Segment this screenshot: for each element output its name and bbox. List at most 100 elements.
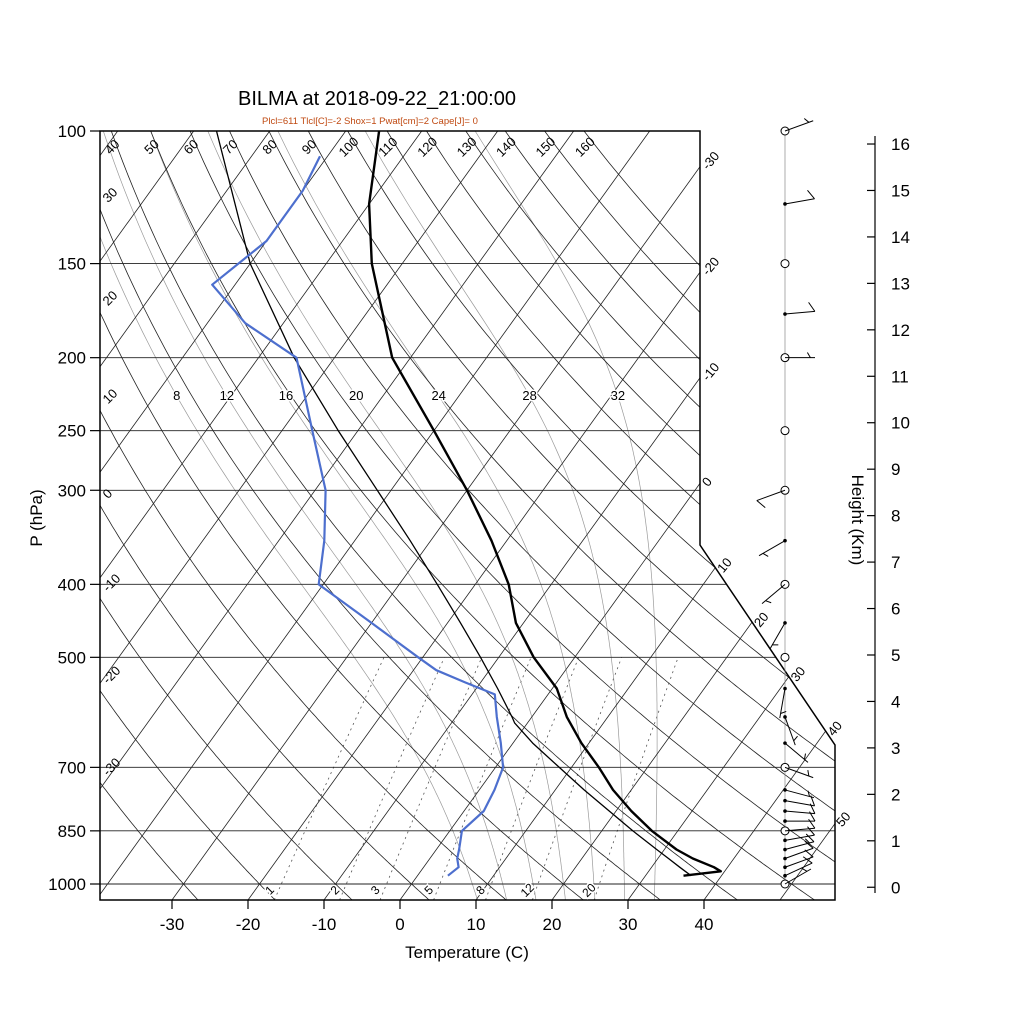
mixing-ratio-line [433, 657, 532, 900]
pressure-axis-label: P (hPa) [27, 489, 46, 546]
isotherm-line [100, 131, 499, 900]
grid-label: -20 [100, 663, 124, 687]
wind-level-dot [783, 312, 787, 316]
grid-label: 30 [788, 664, 809, 685]
grid-label: 60 [181, 136, 202, 157]
wind-barb-half [803, 118, 810, 123]
moist-adiabats [100, 131, 658, 900]
grid-label: 30 [100, 185, 121, 206]
dry-adiabat-line [386, 131, 835, 900]
grid-label: -30 [699, 149, 723, 173]
dry-adiabat-line [465, 131, 835, 900]
grid-label: 500 [58, 648, 86, 667]
isotherm-line [100, 131, 575, 900]
grid-label: 50 [833, 809, 854, 830]
wind-barb-full [804, 840, 814, 849]
wind-barb-full [805, 833, 815, 843]
grid-label: 8 [891, 507, 900, 526]
moist-adiabat-line [207, 131, 566, 900]
wind-barb-staff [784, 800, 815, 807]
isotherm-line [100, 131, 347, 900]
grid-label: 10 [714, 555, 735, 576]
dry-adiabat-line [583, 131, 835, 900]
grid-label: 1 [891, 832, 900, 851]
grid-label: 1 [262, 883, 277, 898]
grid-label: 300 [58, 481, 86, 500]
wind-level-ring [780, 259, 790, 269]
grid-label: 32 [611, 388, 625, 403]
wind-barb-half [765, 600, 772, 604]
grid-label: 20 [751, 609, 772, 630]
parcel-curve [215, 131, 692, 877]
wind-level-ring [780, 426, 790, 436]
isotherm-line [247, 131, 803, 900]
chart-title: BILMA at 2018-09-22_21:00:00 [238, 88, 516, 110]
grid-label: 700 [58, 758, 86, 777]
grid-label: 10 [467, 915, 486, 934]
grid-label: 1000 [48, 875, 86, 894]
isotherm-line [171, 131, 727, 900]
grid-label: 400 [58, 575, 86, 594]
grid-label: 0 [891, 878, 900, 897]
grid-label: 30 [619, 915, 638, 934]
height-axis-label: Height (Km) [848, 475, 867, 566]
grid-label: 7 [891, 553, 900, 572]
wind-barb-staff [784, 198, 815, 205]
mixing-ratio-line [379, 657, 483, 900]
moist-adiabat-line [277, 131, 596, 900]
grid-label: 9 [891, 460, 900, 479]
grid-label: -20 [236, 915, 261, 934]
dry-adiabat-line [100, 131, 276, 900]
wind-barbs [756, 118, 816, 889]
wind-barb-staff [756, 489, 786, 502]
grid-label: 20 [579, 880, 599, 900]
wind-barb-full [802, 856, 813, 864]
wind-barb-half [793, 735, 798, 742]
grid-label: 160 [572, 134, 598, 160]
isotherm-line [100, 131, 271, 900]
wind-barb-staff [784, 742, 809, 763]
temperature-axis-label: Temperature (C) [405, 943, 529, 962]
grid-label: 90 [299, 136, 320, 157]
wind-barb-staff [784, 847, 814, 859]
wind-barb-full [807, 826, 815, 836]
grid-label: -10 [100, 571, 124, 595]
grid-label: 4 [891, 692, 900, 711]
plot-border [99, 130, 836, 901]
chart-params-line: Plcl=611 Tlcl[C]=-2 Shox=1 Pwat[cm]=2 Ca… [262, 116, 478, 127]
grid-label: 100 [58, 122, 86, 141]
grid-label: 40 [695, 915, 714, 934]
grid-label: 10 [100, 386, 121, 407]
wind-barb-half [801, 867, 808, 872]
mixing-ratio-line [339, 657, 445, 900]
dry-adiabat-line [100, 131, 430, 900]
grid-label: 12 [891, 321, 910, 340]
wind-barb-staff [784, 310, 815, 315]
grid-label: 80 [259, 136, 280, 157]
moist-adiabat-line [364, 131, 625, 900]
wind-barb-staff [784, 120, 814, 132]
grid-label: 8 [173, 388, 180, 403]
grid-label: 50 [141, 136, 162, 157]
wind-barb-staff [784, 834, 815, 841]
dry-adiabat-line [504, 131, 835, 900]
grid-label: 850 [58, 822, 86, 841]
grid-label: 5 [891, 646, 900, 665]
grid-label: 28 [522, 388, 536, 403]
wind-barb-full [808, 302, 816, 312]
grid-label: 12 [220, 388, 234, 403]
mixing-ratio-line [532, 657, 623, 900]
moist-adiabat-line [100, 131, 478, 900]
grid-label: -20 [699, 254, 723, 278]
grid-label: -10 [699, 360, 723, 384]
wind-level-ring [780, 652, 790, 662]
grid-label: 40 [824, 718, 845, 739]
mixing-ratio-line [485, 657, 580, 900]
mixing-ratio-lines [273, 657, 679, 900]
dry-adiabat-line [100, 131, 199, 900]
wind-barb-staff [784, 868, 812, 885]
grid-label: 2 [891, 785, 900, 804]
dry-adiabat-line [189, 131, 835, 900]
isotherm-line [551, 131, 835, 900]
wind-barb-staff [779, 688, 786, 719]
